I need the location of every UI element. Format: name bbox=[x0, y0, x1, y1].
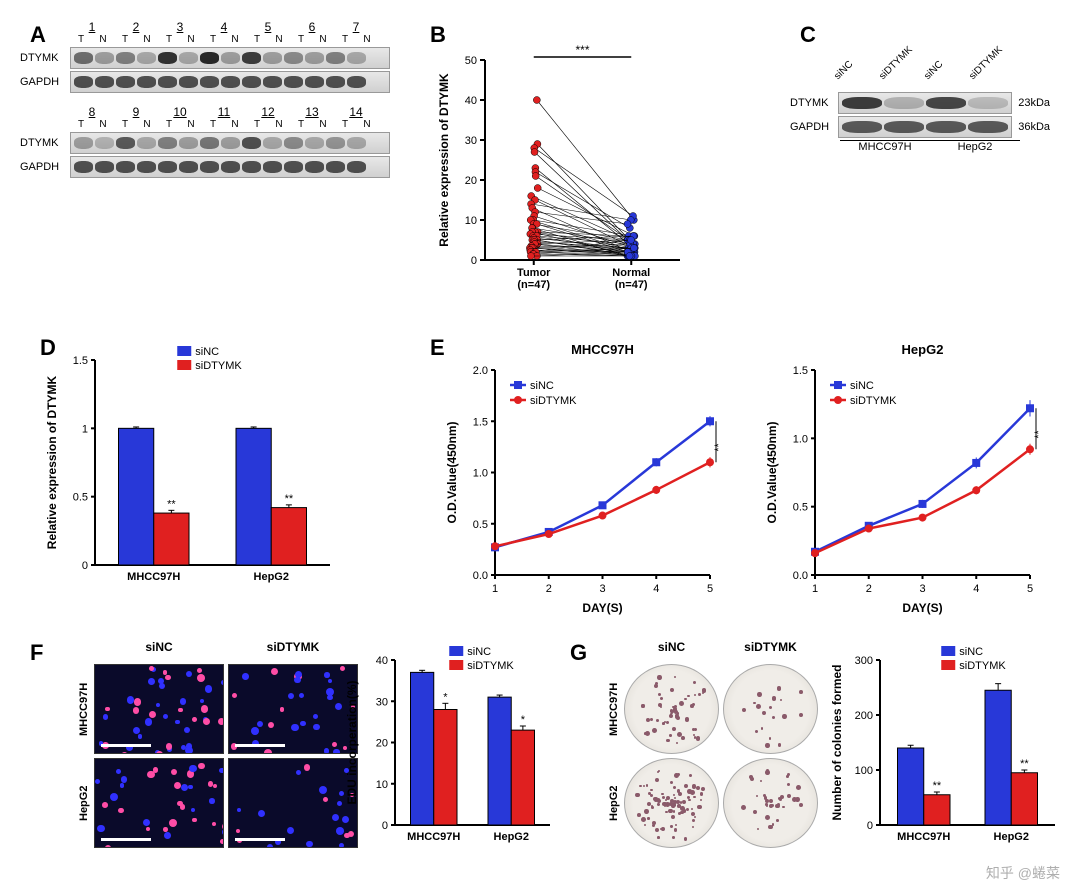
svg-text:50: 50 bbox=[465, 55, 477, 67]
svg-text:siDTYMK: siDTYMK bbox=[195, 360, 242, 372]
svg-text:*: * bbox=[443, 691, 448, 703]
svg-text:(n=47): (n=47) bbox=[615, 279, 648, 291]
svg-text:0: 0 bbox=[471, 255, 477, 267]
svg-text:**: ** bbox=[285, 493, 294, 505]
svg-text:Number of colonies formed: Number of colonies formed bbox=[830, 664, 844, 820]
svg-text:0: 0 bbox=[82, 560, 88, 572]
svg-text:200: 200 bbox=[855, 710, 873, 722]
svg-text:0: 0 bbox=[867, 820, 873, 832]
panel-f-edu: siNCsiDTYMKMHCC97HHepG2 010203040*MHCC97… bbox=[20, 640, 560, 880]
svg-text:Normal: Normal bbox=[612, 267, 650, 279]
svg-text:20: 20 bbox=[465, 175, 477, 187]
svg-text:2.0: 2.0 bbox=[473, 365, 488, 377]
svg-text:EDU incorperation(%): EDU incorperation(%) bbox=[345, 680, 359, 804]
panel-b-paired-scatter: 01020304050***Tumor(n=47)Normal(n=47)Rel… bbox=[430, 40, 690, 310]
svg-text:3: 3 bbox=[599, 583, 605, 595]
svg-text:Relative expression of DTYMK: Relative expression of DTYMK bbox=[437, 73, 451, 247]
svg-text:**: ** bbox=[167, 498, 176, 510]
svg-text:siNC: siNC bbox=[195, 346, 219, 358]
svg-text:*: * bbox=[521, 714, 526, 726]
svg-text:10: 10 bbox=[465, 215, 477, 227]
svg-text:DAY(S): DAY(S) bbox=[582, 601, 622, 615]
svg-text:HepG2: HepG2 bbox=[994, 831, 1029, 843]
panel-e-line-hepg2: HepG2 0.0 0.5 1.0 1.5 1 2 3 4 5 ** DAY(S) O.D.Value(… bbox=[760, 340, 1060, 620]
svg-text:2: 2 bbox=[546, 583, 552, 595]
svg-text:0.5: 0.5 bbox=[793, 502, 808, 514]
watermark: 知乎 @蜷菜 bbox=[986, 863, 1060, 883]
svg-text:3: 3 bbox=[919, 583, 925, 595]
svg-text:***: *** bbox=[575, 43, 589, 57]
svg-text:**: ** bbox=[933, 780, 942, 792]
svg-text:1: 1 bbox=[82, 423, 88, 435]
svg-text:1.5: 1.5 bbox=[473, 416, 488, 428]
svg-text:1.5: 1.5 bbox=[793, 365, 808, 377]
svg-text:siNC: siNC bbox=[530, 380, 554, 392]
svg-text:10: 10 bbox=[376, 779, 388, 791]
svg-text:0.5: 0.5 bbox=[473, 519, 488, 531]
svg-text:(n=47): (n=47) bbox=[517, 279, 550, 291]
svg-text:siDTYMK: siDTYMK bbox=[467, 660, 514, 672]
svg-text:4: 4 bbox=[653, 583, 659, 595]
panel-a-western-blot: 1234567TNTNTNTNTNTNTNDTYMKGAPDH 89101112… bbox=[20, 20, 390, 190]
svg-text:30: 30 bbox=[465, 135, 477, 147]
svg-text:MHCC97H: MHCC97H bbox=[897, 831, 950, 843]
svg-text:siNC: siNC bbox=[959, 646, 983, 658]
svg-text:**: ** bbox=[1033, 429, 1045, 438]
svg-text:Relative expression of DTYMK: Relative expression of DTYMK bbox=[45, 375, 59, 549]
svg-text:5: 5 bbox=[1027, 583, 1033, 595]
svg-text:0.5: 0.5 bbox=[73, 492, 88, 504]
svg-text:HepG2: HepG2 bbox=[494, 831, 529, 843]
svg-text:1.5: 1.5 bbox=[73, 355, 88, 367]
svg-text:HepG2: HepG2 bbox=[902, 342, 944, 357]
svg-text:0.0: 0.0 bbox=[473, 570, 488, 582]
svg-text:1.0: 1.0 bbox=[473, 468, 488, 480]
panel-d-bar-chart: 0 0.5 1 1.5 ** MHCC97H ** HepG2 Relative express… bbox=[40, 340, 340, 600]
svg-text:Tumor: Tumor bbox=[517, 267, 551, 279]
svg-text:siDTYMK: siDTYMK bbox=[530, 395, 577, 407]
svg-text:100: 100 bbox=[855, 765, 873, 777]
svg-text:O.D.Value(450nm): O.D.Value(450nm) bbox=[765, 421, 779, 523]
svg-text:1: 1 bbox=[812, 583, 818, 595]
svg-text:0: 0 bbox=[382, 820, 388, 832]
svg-text:1: 1 bbox=[492, 583, 498, 595]
svg-text:MHCC97H: MHCC97H bbox=[127, 571, 180, 583]
svg-text:2: 2 bbox=[866, 583, 872, 595]
svg-text:**: ** bbox=[1020, 758, 1029, 770]
svg-text:siNC: siNC bbox=[467, 646, 491, 658]
svg-text:DAY(S): DAY(S) bbox=[902, 601, 942, 615]
panel-g-colony: siNCsiDTYMKMHCC97HHepG2 0100200300**MHCC… bbox=[570, 640, 1070, 880]
svg-text:siDTYMK: siDTYMK bbox=[959, 660, 1006, 672]
svg-text:**: ** bbox=[713, 442, 725, 451]
svg-text:300: 300 bbox=[855, 655, 873, 667]
svg-text:siDTYMK: siDTYMK bbox=[850, 395, 897, 407]
panel-c-western-blot: siNCsiDTYMKsiNCsiDTYMKDTYMK23kDaGAPDH36k… bbox=[790, 40, 1050, 153]
svg-text:20: 20 bbox=[376, 738, 388, 750]
svg-text:40: 40 bbox=[465, 95, 477, 107]
svg-text:MHCC97H: MHCC97H bbox=[571, 342, 634, 357]
svg-text:40: 40 bbox=[376, 655, 388, 667]
svg-text:MHCC97H: MHCC97H bbox=[407, 831, 460, 843]
svg-text:O.D.Value(450nm): O.D.Value(450nm) bbox=[445, 421, 459, 523]
svg-text:4: 4 bbox=[973, 583, 979, 595]
svg-text:siNC: siNC bbox=[850, 380, 874, 392]
svg-text:0.0: 0.0 bbox=[793, 570, 808, 582]
svg-text:1.0: 1.0 bbox=[793, 433, 808, 445]
svg-text:HepG2: HepG2 bbox=[254, 571, 289, 583]
svg-text:5: 5 bbox=[707, 583, 713, 595]
svg-text:30: 30 bbox=[376, 696, 388, 708]
panel-e-line-mhcc97h: MHCC97H 0.0 0.5 1.0 1.5 2.0 1 2 3 4 5 ** DAY(S) O.D.V… bbox=[440, 340, 740, 620]
